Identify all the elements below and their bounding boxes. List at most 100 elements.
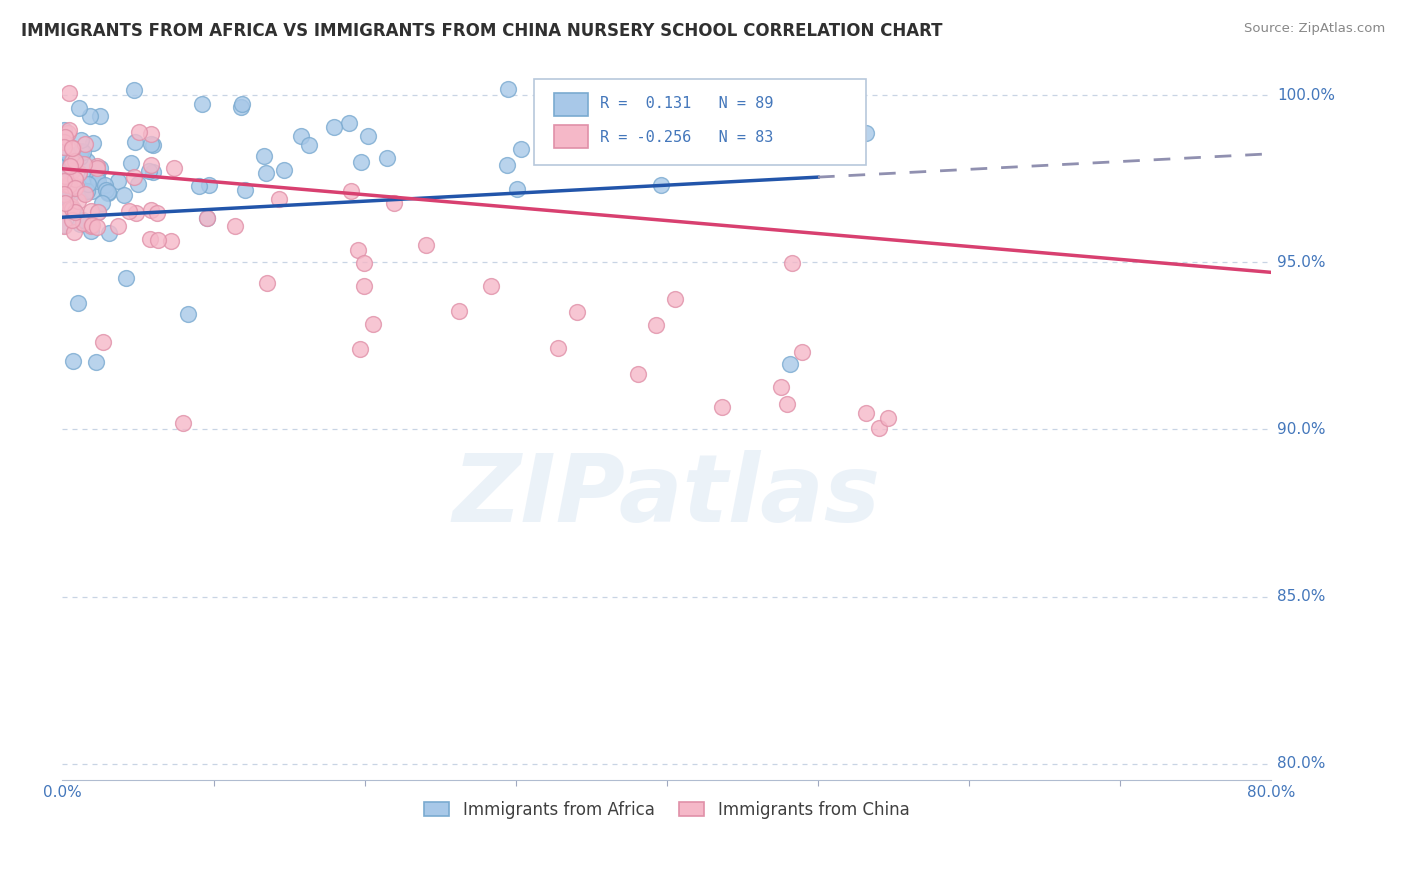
Point (115, 271, 138, 285)
Point (229, 100, 252, 114)
Point (76, 154, 98, 169)
Point (644, 318, 666, 333)
Point (633, 133, 655, 147)
Point (77, 178, 100, 192)
Point (177, 308, 200, 322)
Point (87, 173, 110, 187)
Point (53, 179, 76, 194)
Text: 100.0%: 100.0% (1278, 87, 1336, 103)
Point (197, 178, 219, 193)
Point (53, 123, 76, 137)
Point (195, 211, 218, 226)
Point (172, 416, 194, 430)
Point (87, 205, 110, 219)
Point (56, 126, 79, 140)
Point (770, 380, 793, 394)
Point (254, 167, 277, 181)
Point (709, 81, 731, 95)
Point (80, 204, 103, 219)
Point (664, 292, 686, 306)
Point (349, 342, 371, 356)
Point (195, 211, 218, 225)
Point (53, 136, 76, 150)
Point (70, 133, 93, 147)
Point (323, 120, 346, 135)
Point (72, 213, 94, 227)
Point (357, 128, 380, 143)
Point (290, 129, 312, 144)
Point (91, 195, 114, 210)
Point (55, 195, 77, 210)
Point (80, 224, 103, 238)
Point (60, 213, 83, 227)
Point (58, 123, 80, 137)
FancyBboxPatch shape (554, 93, 588, 116)
Point (69, 150, 91, 164)
Point (94, 178, 117, 192)
Point (142, 164, 165, 178)
Point (138, 163, 160, 178)
Point (780, 255, 803, 269)
Point (59, 159, 82, 173)
Point (53, 140, 76, 154)
Point (567, 120, 589, 134)
Point (744, 81, 766, 95)
Point (62, 140, 84, 154)
Point (779, 357, 801, 371)
Point (75, 187, 97, 202)
Point (80, 169, 103, 184)
Point (650, 178, 672, 193)
Point (82, 136, 104, 151)
Point (479, 279, 502, 293)
Point (72, 216, 94, 230)
Text: 80.0%: 80.0% (1278, 756, 1326, 771)
Point (415, 237, 437, 252)
FancyBboxPatch shape (534, 79, 866, 165)
Point (91, 334, 114, 349)
Point (56, 156, 79, 170)
Point (112, 188, 135, 202)
Point (267, 192, 290, 206)
Point (53, 186, 76, 201)
Point (273, 162, 295, 177)
Point (97, 186, 120, 200)
Point (547, 341, 569, 355)
Legend: Immigrants from Africa, Immigrants from China: Immigrants from Africa, Immigrants from … (418, 794, 917, 825)
Point (62, 163, 84, 178)
Point (72, 145, 94, 160)
Point (560, 135, 582, 149)
Point (96, 182, 118, 196)
Point (353, 256, 375, 270)
Point (565, 305, 588, 319)
Point (56, 186, 79, 200)
Point (159, 235, 181, 249)
Point (190, 96, 212, 111)
Text: 95.0%: 95.0% (1278, 255, 1326, 270)
Point (361, 317, 384, 331)
Point (56, 145, 79, 160)
Point (107, 174, 129, 188)
Point (86, 169, 108, 184)
Point (97, 227, 120, 241)
Point (775, 397, 797, 411)
Point (59, 153, 82, 168)
Point (62, 202, 84, 217)
Point (447, 304, 470, 318)
Point (73, 157, 96, 171)
Point (53, 219, 76, 234)
Point (347, 243, 370, 257)
Point (630, 81, 652, 95)
Point (107, 219, 129, 233)
Point (53, 190, 76, 204)
Point (63, 172, 86, 186)
Point (63, 225, 86, 239)
Point (139, 203, 162, 218)
Point (86, 163, 108, 178)
Point (142, 138, 165, 153)
Point (163, 161, 186, 176)
Point (855, 126, 877, 140)
Point (67, 101, 90, 115)
Point (855, 406, 877, 420)
Point (792, 345, 814, 359)
Point (86, 219, 108, 234)
